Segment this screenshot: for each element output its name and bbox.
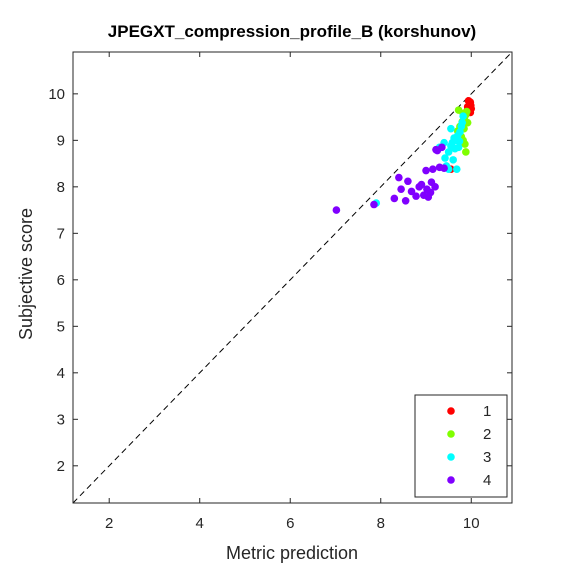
data-point-series-4-3 xyxy=(397,185,405,193)
y-tick-label-3: 5 xyxy=(57,318,65,335)
legend: 1 2 3 4 xyxy=(414,394,508,498)
data-point-series-3-17 xyxy=(449,156,457,164)
data-point-series-3-16 xyxy=(441,154,449,162)
data-point-series-4-11 xyxy=(424,193,433,201)
y-tick-label-8: 10 xyxy=(48,86,65,103)
data-point-series-4-17 xyxy=(422,166,430,175)
y-tick-label-4: 6 xyxy=(57,272,65,289)
data-point-series-4-18 xyxy=(428,165,437,173)
data-point-series-4-1 xyxy=(370,200,378,209)
axes-box xyxy=(72,51,513,504)
y-tick-label-1: 3 xyxy=(57,411,65,428)
data-point-series-3-15 xyxy=(444,148,453,156)
data-point-series-3-19 xyxy=(452,165,461,173)
data-point-series-4-6 xyxy=(412,192,420,200)
y-tick-label-7: 9 xyxy=(57,132,65,149)
x-tick-label-1: 4 xyxy=(196,515,204,532)
data-point-series-4-23 xyxy=(432,145,440,154)
data-point-series-3-0 xyxy=(459,112,467,120)
y-tick-label-6: 8 xyxy=(57,179,65,196)
x-tick-label-0: 2 xyxy=(105,515,113,532)
y-axis-label: Subjective score xyxy=(16,208,36,340)
data-point-series-2-14 xyxy=(462,148,470,156)
x-tick-label-2: 6 xyxy=(286,515,294,532)
legend-marker-1 xyxy=(447,407,455,415)
data-point-series-4-15 xyxy=(395,173,403,182)
data-point-series-4-4 xyxy=(401,196,410,205)
data-point-series-3-8 xyxy=(455,137,464,146)
data-point-series-4-0 xyxy=(332,206,341,214)
reference-line xyxy=(72,51,513,504)
legend-label-1: 1 xyxy=(483,403,491,420)
data-point-series-3-14 xyxy=(451,144,459,153)
data-point-series-4-21 xyxy=(440,164,448,173)
y-tick-label-0: 2 xyxy=(57,458,65,475)
data-point-series-4-12 xyxy=(417,180,426,189)
data-point-series-4-22 xyxy=(438,143,446,152)
legend-label-2: 2 xyxy=(483,426,491,443)
legend-box xyxy=(414,394,508,498)
legend-label-3: 3 xyxy=(483,449,491,466)
x-tick-label-4: 10 xyxy=(463,515,480,532)
data-point-series-2-6 xyxy=(463,118,472,127)
x-tick-label-3: 8 xyxy=(377,515,385,532)
data-point-series-4-2 xyxy=(390,194,399,203)
legend-marker-4 xyxy=(447,476,455,484)
legend-marker-2 xyxy=(447,430,455,438)
y-tick-label-5: 7 xyxy=(57,225,65,242)
data-point-series-4-16 xyxy=(404,177,412,186)
x-axis-label: Metric prediction xyxy=(226,543,358,563)
data-point-series-3-3 xyxy=(447,124,455,133)
plot-area: 2 4 6 8 10 2 3 4 5 6 7 8 9 10 1 2 3 4 xyxy=(48,51,513,532)
y-tick-label-2: 4 xyxy=(57,365,65,382)
legend-marker-3 xyxy=(447,453,455,461)
data-point-series-4-5 xyxy=(407,187,416,196)
data-point-series-4-14 xyxy=(431,183,439,191)
legend-label-4: 4 xyxy=(483,472,491,489)
chart-title: JPEGXT_compression_profile_B (korshunov) xyxy=(108,22,476,41)
